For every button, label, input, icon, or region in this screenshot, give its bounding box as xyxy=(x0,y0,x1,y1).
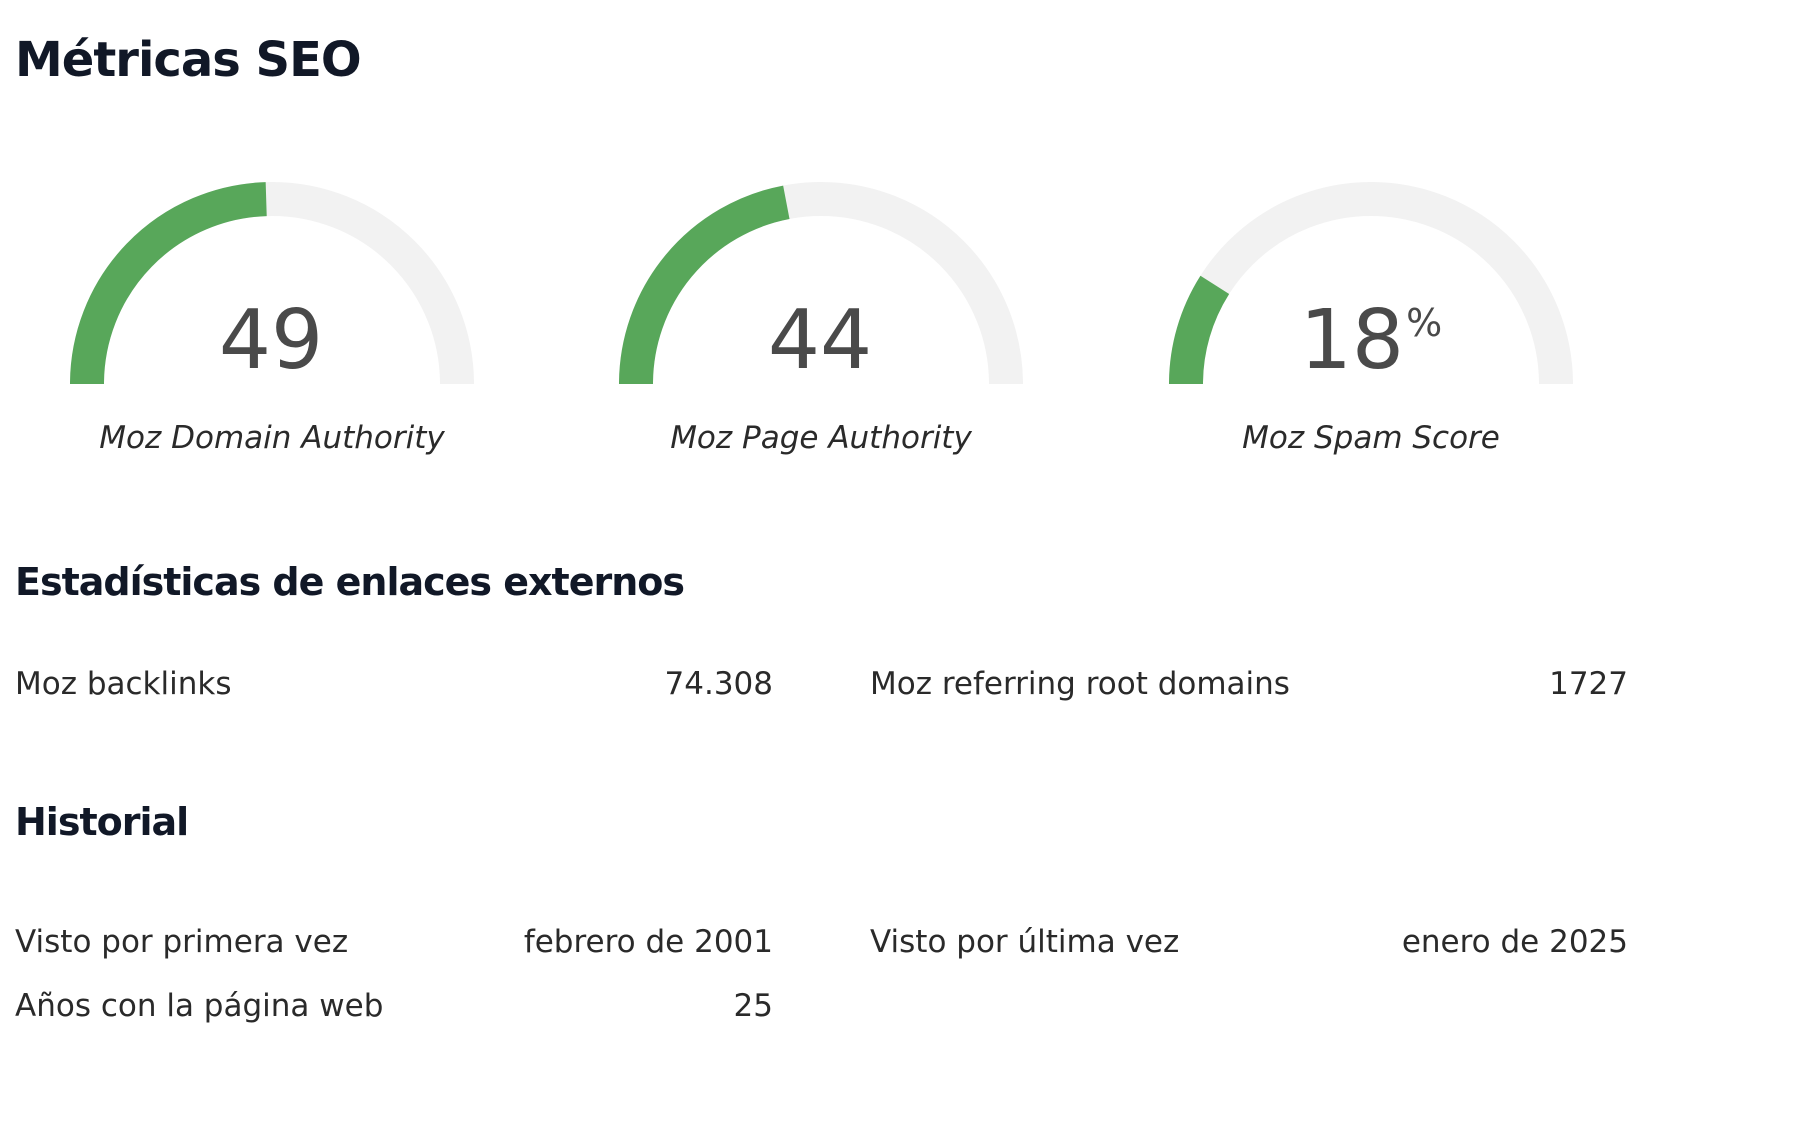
stat-value: enero de 2025 xyxy=(1401,924,1628,960)
gauge-page-authority: 44 Moz Page Authority xyxy=(611,172,1031,472)
links-heading: Estadísticas de enlaces externos xyxy=(15,560,685,604)
stat-years-online: Años con la página web 25 xyxy=(15,986,773,1026)
gauge-label: Moz Spam Score xyxy=(1242,420,1500,456)
stat-value: febrero de 2001 xyxy=(523,924,773,960)
gauge-fill xyxy=(70,182,267,385)
history-heading: Historial xyxy=(15,800,189,844)
stat-value: 74.308 xyxy=(664,666,773,702)
gauge-arc xyxy=(619,182,1023,385)
gauge-fill xyxy=(619,185,790,385)
gauge-arc xyxy=(1169,182,1573,385)
stat-label: Años con la página web xyxy=(15,988,384,1024)
gauge-domain-authority: 49 Moz Domain Authority xyxy=(62,172,482,472)
stat-value: 1727 xyxy=(1549,666,1628,702)
stat-label: Visto por última vez xyxy=(870,924,1180,960)
gauge-spam-score: 18% Moz Spam Score xyxy=(1161,172,1581,472)
stat-last-seen: Visto por última vez enero de 2025 xyxy=(870,922,1628,962)
gauge-value: 18% xyxy=(1299,293,1443,388)
stat-first-seen: Visto por primera vez febrero de 2001 xyxy=(15,922,773,962)
stat-value: 25 xyxy=(733,988,773,1024)
stat-root-domains: Moz referring root domains 1727 xyxy=(870,664,1628,704)
gauge-value: 44 xyxy=(767,293,873,388)
stat-backlinks: Moz backlinks 74.308 xyxy=(15,664,773,704)
stat-label: Moz backlinks xyxy=(15,666,232,702)
gauge-label: Moz Page Authority xyxy=(670,420,972,456)
stat-label: Visto por primera vez xyxy=(15,924,349,960)
stat-label: Moz referring root domains xyxy=(870,666,1290,702)
gauge-arc xyxy=(70,182,474,385)
gauge-fill xyxy=(1169,275,1230,385)
gauge-label: Moz Domain Authority xyxy=(99,420,445,456)
page-title: Métricas SEO xyxy=(15,32,362,88)
gauge-value: 49 xyxy=(218,293,324,388)
